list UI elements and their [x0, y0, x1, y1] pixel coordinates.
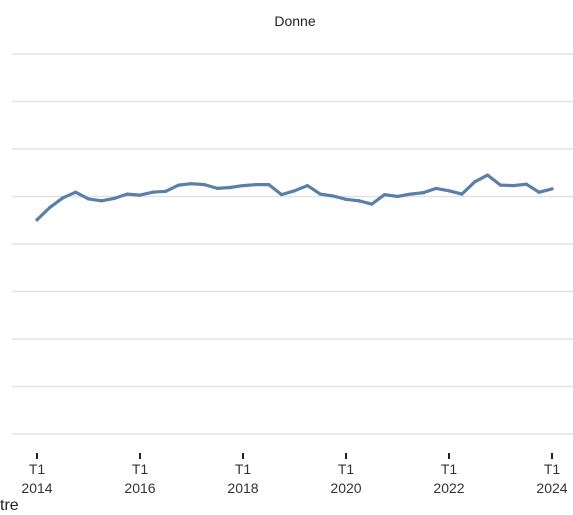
data-point	[537, 190, 541, 194]
data-point	[177, 183, 181, 187]
data-point	[447, 189, 451, 193]
data-point	[370, 202, 374, 206]
data-point	[331, 194, 335, 198]
data-point	[460, 192, 464, 196]
data-point	[267, 183, 271, 187]
data-point	[383, 193, 387, 197]
data-point	[305, 183, 309, 188]
x-tick-label-quarter: T1	[544, 461, 561, 477]
x-tick-label-year: 2014	[21, 480, 52, 496]
data-point	[215, 186, 219, 191]
gridlines	[12, 53, 573, 435]
data-point	[421, 191, 425, 195]
x-tick-label-year: 2020	[330, 480, 361, 496]
data-point	[48, 205, 52, 210]
data-point	[164, 189, 168, 193]
x-tick-label-year: 2022	[433, 480, 464, 496]
data-point	[138, 193, 142, 197]
x-tick-label-year: 2018	[227, 480, 258, 496]
data-point	[228, 185, 232, 190]
data-point	[86, 197, 91, 201]
data-point	[473, 180, 477, 184]
data-point	[486, 173, 490, 177]
stray-label: tre	[0, 497, 19, 514]
data-point	[280, 193, 284, 197]
data-point	[35, 218, 39, 222]
data-point	[511, 183, 515, 188]
data-point	[112, 196, 116, 200]
data-point	[125, 192, 129, 196]
data-point	[434, 186, 438, 191]
data-point	[524, 182, 528, 186]
data-point	[344, 197, 348, 201]
x-axis: T1 2014 T1 2016 T1 2018 T1 2020 T1 2022 T1 2024	[21, 453, 568, 496]
data-point	[292, 189, 297, 193]
data-point	[498, 183, 503, 187]
chart-title: Donne	[274, 13, 315, 29]
data-point	[151, 190, 155, 194]
x-tick-label-year: 2016	[124, 480, 155, 496]
data-point	[318, 192, 322, 196]
data-point	[395, 194, 400, 199]
data-point	[99, 199, 103, 203]
data-point	[408, 192, 412, 196]
series-group	[35, 173, 554, 222]
data-point	[241, 183, 245, 188]
data-point	[357, 199, 361, 203]
x-tick-label-quarter: T1	[441, 461, 458, 477]
x-tick-label-quarter: T1	[132, 461, 149, 477]
x-tick-label-quarter: T1	[29, 461, 46, 477]
data-point	[74, 190, 78, 194]
x-tick-label-quarter: T1	[235, 461, 252, 477]
x-tick-label-quarter: T1	[338, 461, 355, 477]
data-point	[254, 183, 258, 187]
data-point	[202, 183, 206, 187]
data-point	[550, 187, 554, 191]
data-point	[189, 182, 194, 186]
data-point	[61, 196, 65, 200]
x-tick-label-year: 2024	[536, 480, 567, 496]
